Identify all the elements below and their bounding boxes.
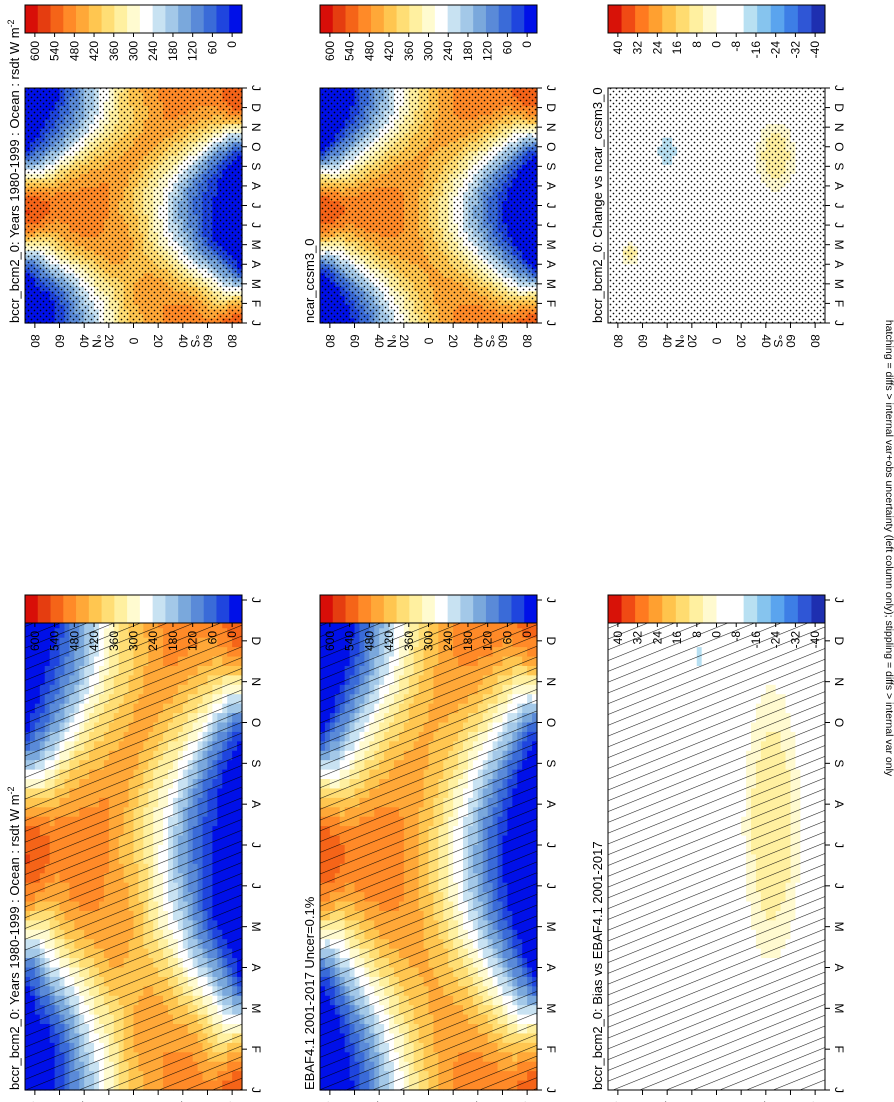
colorbar-swatch bbox=[139, 595, 154, 623]
colorbar-swatch bbox=[152, 595, 166, 623]
x-tick-label: J bbox=[544, 883, 558, 889]
x-tick-label: N bbox=[249, 677, 263, 686]
x-tick-label: A bbox=[249, 963, 263, 971]
colorbar-swatch bbox=[203, 595, 217, 623]
colorbar-swatch bbox=[165, 595, 179, 623]
x-tick-label: O bbox=[249, 718, 263, 727]
panel-left-bottom: JFMAMJJASONDJ806040°N2002040°S6080bccr_b… bbox=[590, 594, 846, 1102]
colorbar-swatch bbox=[371, 595, 385, 623]
colorbar-swatch bbox=[332, 595, 346, 623]
colorbar-swatch bbox=[229, 595, 243, 623]
colorbar-swatch bbox=[345, 595, 359, 623]
x-tick-label: F bbox=[544, 1045, 558, 1052]
colorbar: 600 540 480 420 360 300 240 180 120 60 0 bbox=[319, 594, 538, 651]
colorbar-tick-label: 420 bbox=[382, 631, 396, 651]
x-tick-label: D bbox=[249, 636, 263, 645]
x-tick-label: J bbox=[249, 842, 263, 848]
colorbar-tick-label: 0 bbox=[225, 631, 239, 638]
colorbar: 600 540 480 420 360 300 240 180 120 60 0 bbox=[24, 594, 243, 651]
colorbar-swatch bbox=[178, 595, 192, 623]
colorbar-tick-label: 240 bbox=[146, 631, 160, 651]
x-tick-label: J bbox=[544, 597, 558, 603]
x-tick-label: J bbox=[544, 1087, 558, 1093]
colorbar-swatch bbox=[511, 595, 525, 623]
colorbar-swatch bbox=[76, 595, 90, 623]
title-superscript: -2 bbox=[6, 786, 16, 794]
colorbar-swatch bbox=[50, 595, 64, 623]
colorbar-swatch bbox=[524, 595, 538, 623]
hatch-overlay bbox=[320, 600, 537, 1090]
colorbar-tick-label: 120 bbox=[481, 631, 495, 651]
colorbar-swatch bbox=[447, 595, 461, 623]
x-tick-label: A bbox=[544, 800, 558, 808]
x-tick-label: J bbox=[249, 1087, 263, 1093]
x-tick-label: N bbox=[544, 677, 558, 686]
colorbar-swatch bbox=[101, 595, 115, 623]
colorbar-swatch bbox=[88, 595, 102, 623]
colorbar-swatch bbox=[396, 595, 410, 623]
colorbar-tick-label: 420 bbox=[87, 631, 101, 651]
x-tick-label: J bbox=[249, 597, 263, 603]
panel-title: bccr_bcm2_0: Years 1980-1999 : Ocean : r… bbox=[6, 786, 22, 1090]
colorbar-tick-label: 60 bbox=[205, 631, 219, 645]
colorbar-swatch bbox=[383, 595, 397, 623]
x-tick-label: O bbox=[544, 718, 558, 727]
x-tick-label: J bbox=[249, 883, 263, 889]
x-tick-label: M bbox=[544, 922, 558, 932]
colorbar-tick-label: 180 bbox=[166, 631, 180, 651]
colorbar-swatch bbox=[422, 595, 436, 623]
x-tick-label: S bbox=[544, 759, 558, 767]
colorbar-tick-label: 600 bbox=[323, 631, 337, 651]
colorbar-swatch bbox=[114, 595, 128, 623]
colorbar-swatch bbox=[473, 595, 487, 623]
colorbar-tick-label: 540 bbox=[48, 631, 62, 651]
x-tick-label: M bbox=[249, 1003, 263, 1013]
panel-left-top: JFMAMJJASONDJ806040°N2002040°S6080bccr_b… bbox=[6, 594, 263, 1102]
colorbar-swatch bbox=[190, 595, 205, 623]
colorbar-swatch bbox=[63, 595, 77, 623]
colorbar-swatch bbox=[25, 595, 39, 623]
colorbar-tick-label: 240 bbox=[441, 631, 455, 651]
colorbar-swatch bbox=[127, 595, 141, 623]
x-tick-label: D bbox=[544, 636, 558, 645]
colorbar-swatch bbox=[320, 595, 334, 623]
colorbar-tick-label: 360 bbox=[107, 631, 121, 651]
colorbar-tick-label: 180 bbox=[461, 631, 475, 651]
colorbar-tick-label: 480 bbox=[362, 631, 376, 651]
colorbar-tick-label: 600 bbox=[28, 631, 42, 651]
colorbar-tick-label: 0 bbox=[520, 631, 534, 638]
panels-layer: JFMAMJJASONDJ806040°N2002040°S6080bccr_b… bbox=[6, 4, 846, 1102]
colorbar-swatch bbox=[485, 595, 500, 623]
colorbar-swatch bbox=[409, 595, 423, 623]
x-tick-label: A bbox=[249, 800, 263, 808]
x-tick-label: J bbox=[544, 842, 558, 848]
colorbar-swatch bbox=[37, 595, 51, 623]
colorbar-tick-label: 120 bbox=[186, 631, 200, 651]
colorbar-swatch bbox=[434, 595, 449, 623]
colorbar-swatch bbox=[216, 595, 230, 623]
x-tick-label: S bbox=[249, 759, 263, 767]
colorbar-swatch bbox=[460, 595, 474, 623]
x-tick-label: M bbox=[544, 1003, 558, 1013]
x-tick-label: M bbox=[249, 922, 263, 932]
colorbar-tick-label: 540 bbox=[343, 631, 357, 651]
panel-left-middle: JFMAMJJASONDJ806040°N2002040°S6080EBAF4.… bbox=[302, 594, 558, 1102]
colorbar-swatch bbox=[498, 595, 512, 623]
x-tick-label: A bbox=[544, 963, 558, 971]
colorbar-tick-label: 300 bbox=[422, 631, 436, 651]
colorbar-tick-label: 300 bbox=[127, 631, 141, 651]
panel-title: EBAF4.1 2001-2017 Uncer=0.1% bbox=[302, 896, 317, 1090]
colorbar-tick-label: 480 bbox=[67, 631, 81, 651]
colorbar-swatch bbox=[358, 595, 372, 623]
colorbar-tick-label: 360 bbox=[402, 631, 416, 651]
x-tick-label: F bbox=[249, 1045, 263, 1052]
colorbar-tick-label: 60 bbox=[500, 631, 514, 645]
hatch-overlay bbox=[25, 600, 242, 1090]
